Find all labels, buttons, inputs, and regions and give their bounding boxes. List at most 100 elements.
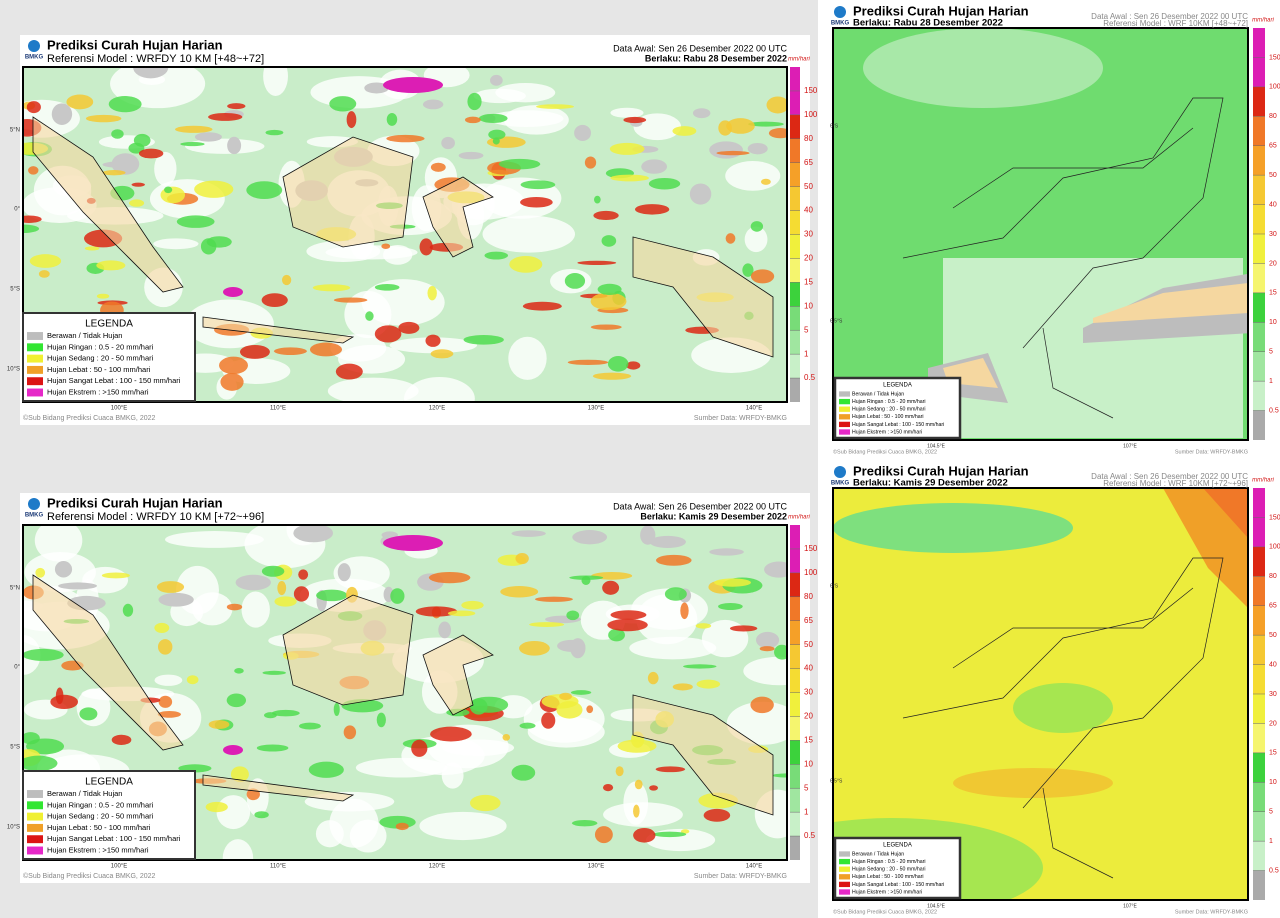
rain-area [672,126,697,136]
legend-swatch [27,332,43,340]
rain-area [261,565,285,577]
legend-item: Hujan Ekstrem : >150 mm/hari [852,889,922,895]
colorbar-tick-label: 30 [1269,231,1277,238]
colorbar-tick-label: 0.5 [804,373,816,382]
rain-area [219,356,248,375]
heavy-rain-area [1163,488,1248,608]
rain-area [230,766,249,783]
cloud-area [689,183,712,205]
map-frame [832,27,1249,441]
rain-area [586,705,594,714]
colorbar-segment [790,740,800,765]
rain-area [492,137,500,145]
colorbar-segment [1253,204,1265,234]
rain-area [374,284,400,291]
rain-area [601,235,617,247]
colorbar-segment [1253,116,1265,146]
dry-area [222,839,254,860]
cloud-area [692,108,711,119]
model-reference: Referensi Model : WRF 10KM [+48~+72] [1103,19,1248,28]
legend-swatch [839,398,850,405]
rain-area [742,263,754,277]
credit: ©Sub Bidang Prediksi Cuaca BMKG, 2022 [833,908,937,915]
colorbar-segment [790,548,800,573]
colorbar-tick-label: 40 [804,206,813,215]
map-title: Prediksi Curah Hujan Harian [47,495,223,510]
rain-area [594,826,613,844]
rain-area [750,221,764,232]
longitude-label: 107°E [1123,443,1137,449]
rain-area [131,182,145,187]
rain-area [156,581,185,593]
rain-area [96,260,126,271]
cloud-area [764,561,787,578]
colorbar-segment [1253,723,1265,753]
longitude-label: 100°E [111,864,127,870]
colorbar-tick-label: 65 [804,158,813,167]
rain-area [333,702,340,717]
dry-area [325,245,418,260]
rain-area [590,292,627,311]
rain-area [609,142,645,155]
coastline [202,774,355,802]
latitude-label: 10°S [7,367,20,373]
rain-area [220,373,244,391]
rain-area [623,116,647,124]
colorbar-segment [1253,381,1265,411]
rain-area [750,696,774,714]
longitude-label: 130°E [588,406,604,412]
rain-area [298,569,309,580]
colorbar-tick-label: 50 [804,182,813,191]
rain-area [50,694,79,710]
rain-area [23,224,40,234]
cloud-area [756,631,780,649]
rain-area [374,325,402,343]
colorbar-tick-label: 80 [804,134,813,143]
rain-area [154,622,170,633]
colorbar-segment [1253,410,1265,440]
colorbar-segment [790,186,800,211]
dry-area [441,762,464,789]
rain-area [239,344,270,359]
colorbar-tick-label: 20 [1269,720,1277,727]
colorbar-segment [790,282,800,307]
colorbar-segment [1253,28,1265,58]
colorbar-tick-label: 5 [1269,349,1273,356]
legend-title: LEGENDA [883,843,912,849]
legend-swatch [27,790,43,798]
longitude-label: 120°E [429,864,445,870]
colorbar-segment [790,812,800,837]
rain-area [695,623,712,629]
colorbar-segment [790,596,800,621]
rain-area [415,606,458,617]
colorbar-tick-label: 150 [1269,54,1280,61]
colorbar-tick-label: 65 [1269,143,1277,150]
rain-area [157,711,181,718]
colorbar-tick-label: 0.5 [804,831,816,840]
rain-area [569,575,604,580]
cloud-area [58,582,98,590]
colorbar-segment [1253,694,1265,724]
colorbar-tick-label: 5 [804,325,809,334]
colorbar-segment [790,788,800,813]
longitude-label: 110°E [270,864,286,870]
legend-item: Hujan Sangat Lebat : 100 - 150 mm/hari [47,376,181,385]
rain-area [447,610,476,617]
dry-area [164,531,264,548]
rain-area [262,670,286,675]
rain-area [277,580,287,596]
data-source: Sumber Data: WRFDY-BMKG [694,873,787,880]
rain-area [615,766,624,777]
cloud-area [194,132,222,142]
rain-area [101,572,130,579]
rain-area [23,215,42,223]
legend-swatch [27,801,43,810]
rain-area [333,297,368,303]
forecast-start: Data Awal: Sen 26 Desember 2022 00 UTC [613,501,787,511]
light-rain-area [863,28,1103,108]
legend-item: Hujan Ekstrem : >150 mm/hari [47,387,149,396]
colorbar-tick-label: 50 [804,640,813,649]
colorbar-tick-label: 20 [804,254,813,263]
legend-item: Berawan / Tidak Hujan [852,851,904,857]
colorbar-tick-label: 30 [804,688,813,697]
